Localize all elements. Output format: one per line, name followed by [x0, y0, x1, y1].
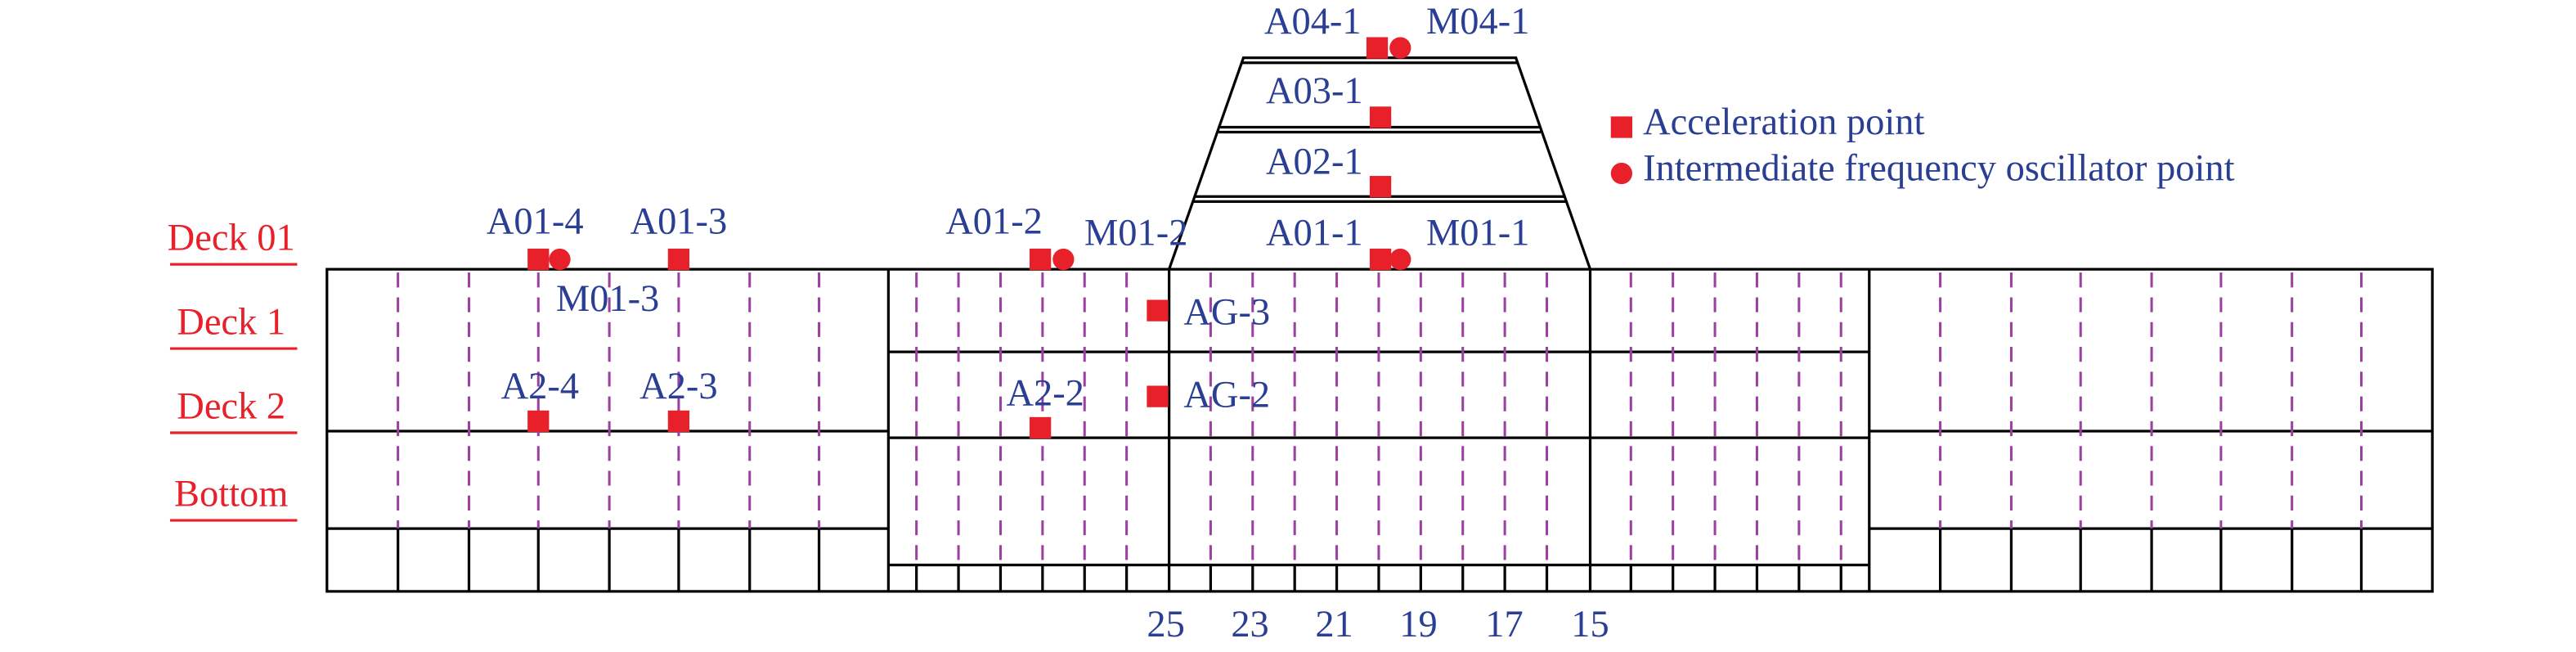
frame-number: 25	[1147, 604, 1184, 645]
frame-number: 17	[1485, 604, 1523, 645]
point-label: M04-1	[1426, 1, 1529, 43]
measurement-point	[527, 248, 550, 271]
deck-label: Bottom	[174, 473, 288, 515]
point-label: M01-1	[1426, 212, 1529, 254]
frame-number: 19	[1399, 604, 1437, 645]
deck-label: Deck 2	[177, 385, 285, 427]
point-label: M01-2	[1084, 212, 1187, 254]
measurement-point	[1369, 248, 1392, 271]
point-label: A02-1	[1266, 142, 1363, 183]
measurement-point	[1366, 37, 1389, 59]
frame-number: 15	[1571, 604, 1609, 645]
legend-marker	[1610, 116, 1633, 138]
measurement-point	[549, 248, 571, 271]
measurement-point	[667, 248, 690, 271]
point-label: A2-4	[501, 366, 579, 407]
measurement-point	[667, 410, 690, 433]
point-label: A2-3	[640, 366, 717, 407]
deck-label: Deck 01	[168, 217, 295, 259]
frames	[397, 272, 2363, 591]
point-label: A01-1	[1266, 212, 1363, 254]
legend-label: Intermediate frequency oscillator point	[1643, 148, 2234, 190]
point-label: A01-4	[487, 200, 584, 242]
point-label: M01-3	[556, 278, 659, 320]
measurement-point	[1147, 299, 1169, 322]
point-label: A04-1	[1264, 1, 1362, 43]
measurement-point	[1029, 416, 1052, 439]
legend-marker	[1610, 162, 1633, 185]
point-label: AG-3	[1183, 291, 1270, 333]
measurement-point	[1029, 248, 1052, 271]
measurement-point	[1369, 106, 1392, 128]
point-label: A2-2	[1006, 372, 1084, 414]
measurement-point	[1389, 248, 1411, 271]
legend-label: Acceleration point	[1643, 101, 1924, 143]
point-label: A01-2	[945, 200, 1043, 242]
frame-number: 23	[1231, 604, 1268, 645]
measurement-point	[1052, 248, 1075, 271]
point-label: AG-2	[1183, 374, 1270, 416]
measurement-point	[527, 410, 550, 433]
point-label: A01-3	[631, 200, 728, 242]
measurement-point	[1147, 385, 1169, 407]
measurement-point	[1389, 37, 1411, 59]
measurement-point	[1369, 176, 1392, 198]
frame-number: 21	[1315, 604, 1353, 645]
deck-label: Deck 1	[177, 301, 285, 343]
point-label: A03-1	[1266, 70, 1363, 112]
